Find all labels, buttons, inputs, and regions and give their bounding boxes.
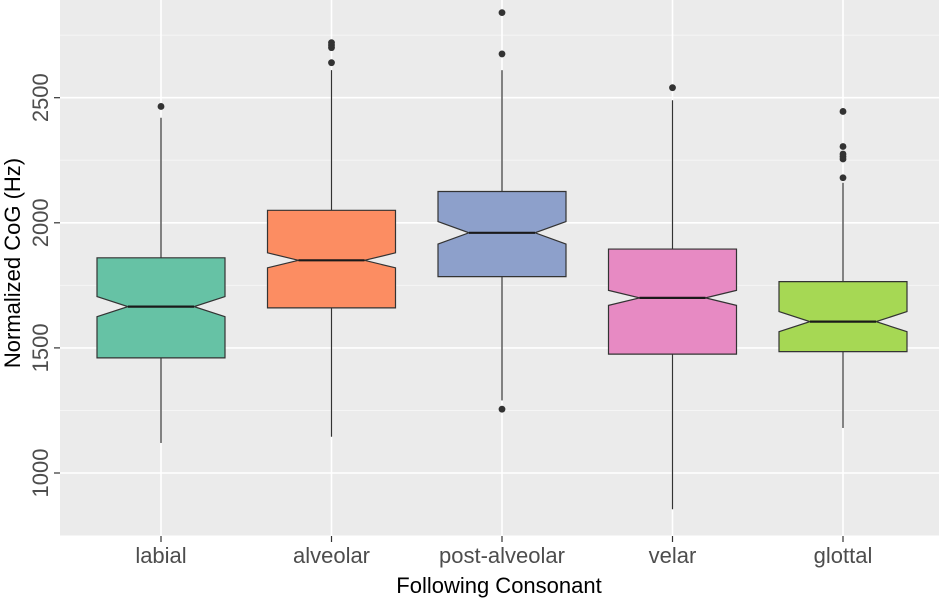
x-tick-label: glottal <box>814 543 873 568</box>
box-glottal <box>778 108 908 428</box>
box-labial <box>96 103 226 443</box>
outlier-point <box>839 174 847 182</box>
x-tick-label: post-alveolar <box>439 543 565 568</box>
box-velar <box>607 84 738 510</box>
x-tick-label: labial <box>135 543 186 568</box>
outlier-point <box>328 59 335 67</box>
y-axis-title: Normalized CoG (Hz) <box>0 158 25 368</box>
x-tick-label: alveolar <box>293 543 370 568</box>
x-axis-title: Following Consonant <box>396 573 601 598</box>
outlier-point <box>157 103 165 110</box>
outlier-point <box>498 50 506 58</box>
y-axis-ticks: 1000 1500 2000 2500 <box>28 73 60 497</box>
y-tick-label: 2000 <box>28 198 53 247</box>
notched-box <box>778 280 908 353</box>
x-tick-label: velar <box>649 543 697 568</box>
box-series <box>96 9 908 510</box>
x-axis-ticks: labial alveolar post-alveolar velar glottal <box>135 536 872 568</box>
notched-box <box>437 190 567 278</box>
outlier-point <box>498 405 506 413</box>
outlier-point <box>839 150 847 158</box>
outlier-point <box>498 9 506 17</box>
notched-box <box>96 257 226 359</box>
notched-box <box>607 248 738 355</box>
outlier-point <box>669 84 676 92</box>
y-tick-label: 2500 <box>28 73 53 122</box>
outlier-point <box>328 39 335 47</box>
outlier-point <box>839 108 847 115</box>
box-alveolar <box>266 39 397 437</box>
notched-box <box>266 209 397 309</box>
y-tick-label: 1500 <box>28 323 53 372</box>
outlier-point <box>839 143 847 150</box>
y-tick-label: 1000 <box>28 449 53 498</box>
box-post-alveolar <box>437 9 567 413</box>
